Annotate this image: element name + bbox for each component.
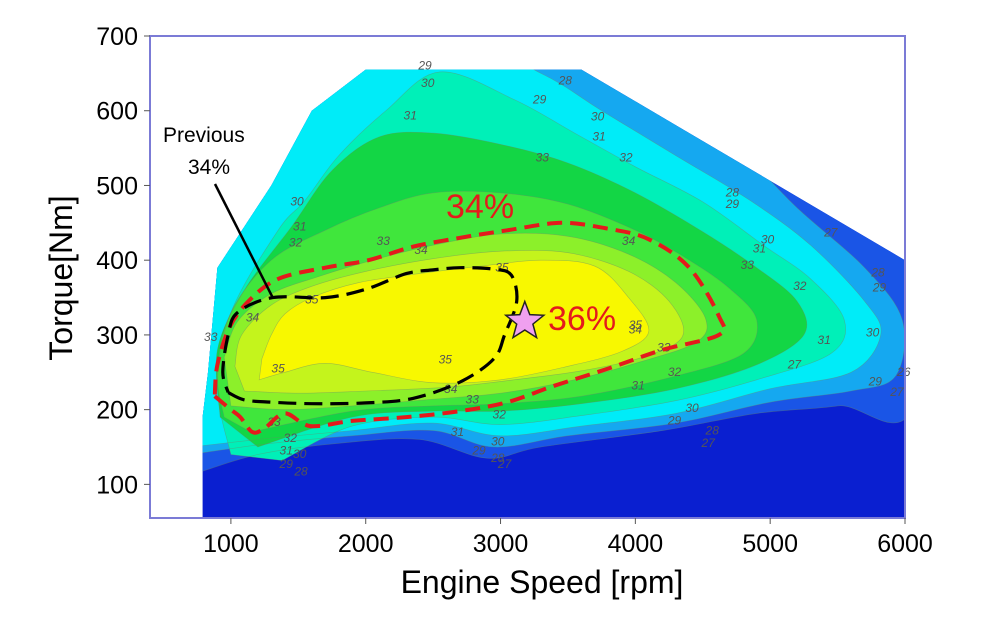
- contour-label-10: 28: [293, 464, 308, 478]
- contour-label-36: 32: [619, 151, 633, 165]
- contour-label-19: 29: [279, 457, 294, 471]
- contour-label-37: 32: [289, 236, 303, 250]
- contour-label-30: 31: [293, 219, 306, 233]
- y-axis-title: Torque[Nm]: [43, 195, 79, 360]
- contour-line-8: [234, 250, 684, 394]
- annotation-previous-line1: Previous: [163, 124, 245, 147]
- contour-label-0: 26: [896, 365, 911, 379]
- x-tick-label-4: 5000: [742, 530, 798, 558]
- contour-label-43: 33: [377, 234, 391, 248]
- x-tick-label-1: 2000: [338, 530, 394, 558]
- previous-label-leader: [213, 183, 274, 299]
- contour-label-22: 30: [290, 195, 304, 209]
- annotation-previous-line2: 34%: [188, 156, 230, 179]
- contour-line-3: [202, 69, 882, 448]
- contour-label-56: 35: [629, 318, 643, 332]
- contour-label-39: 32: [668, 365, 682, 379]
- contour-label-8: 28: [705, 423, 720, 437]
- x-axis-ticks: 1000 2000 3000 4000 5000 6000: [203, 518, 933, 558]
- contour-label-33: 31: [631, 379, 644, 393]
- contour-label-55: 35: [305, 293, 319, 307]
- contour-line-7: [223, 232, 708, 410]
- contour-label-28: 31: [404, 109, 417, 123]
- star-marker: [503, 299, 546, 340]
- contour-label-13: 29: [532, 92, 547, 106]
- contour-label-9: 28: [725, 186, 740, 200]
- contour-label-52: 34: [444, 382, 458, 396]
- contour-label-16: 29: [868, 375, 883, 389]
- y-tick-label-2: 300: [96, 322, 138, 350]
- plot-frame: [149, 35, 906, 519]
- contour-label-17: 29: [667, 414, 682, 428]
- contour-label-1: 27: [889, 385, 905, 399]
- contour-label-21: 30: [591, 109, 605, 123]
- contour-label-50: 34: [622, 234, 636, 248]
- contour-label-25: 30: [685, 401, 699, 415]
- contour-label-32: 31: [817, 333, 830, 347]
- y-tick-label-3: 400: [96, 247, 138, 275]
- contour-label-57: 35: [439, 352, 453, 366]
- contour-label-38: 32: [793, 279, 807, 293]
- contour-line-4: [217, 71, 846, 461]
- contour-label-42: 33: [536, 151, 550, 165]
- y-tick-label-6: 700: [96, 23, 138, 51]
- contour-label-15: 29: [872, 281, 887, 295]
- annotation-36-percent: 36%: [548, 300, 616, 338]
- contour-label-12: 29: [417, 59, 432, 73]
- y-tick-label-0: 100: [96, 471, 138, 499]
- contour-line-1: [202, 69, 906, 476]
- x-tick-label-2: 3000: [473, 530, 529, 558]
- contour-label-51: 34: [629, 322, 643, 336]
- y-axis-ticks: 100 200 300 400 500 600 700: [96, 23, 150, 499]
- x-axis-title: Engine Speed [rpm]: [401, 564, 684, 600]
- contour-label-27: 30: [293, 447, 307, 461]
- contour-label-14: 29: [725, 197, 740, 211]
- contour-label-29: 31: [592, 130, 605, 144]
- previous-34-contour: [221, 266, 519, 406]
- x-tick-label-3: 4000: [608, 530, 664, 558]
- contour-label-24: 30: [866, 325, 880, 339]
- contour-line-5: [215, 131, 808, 448]
- contour-label-41: 32: [284, 431, 298, 445]
- contour-label-6: 28: [558, 74, 573, 88]
- x-tick-label-0: 1000: [203, 530, 259, 558]
- contour-label-46: 33: [466, 393, 480, 407]
- contour-label-7: 28: [870, 266, 885, 280]
- contour-label-23: 30: [761, 233, 775, 247]
- contour-label-5: 27: [701, 436, 717, 450]
- contour-label-48: 33: [204, 330, 218, 344]
- annotation-34-percent: 34%: [446, 188, 514, 226]
- contour-label-2: 27: [823, 225, 839, 239]
- contour-label-20: 30: [421, 76, 435, 90]
- contour-label-44: 33: [741, 258, 755, 272]
- x-tick-label-5: 6000: [877, 530, 933, 558]
- y-tick-label-1: 200: [96, 397, 138, 425]
- contour-label-31: 31: [753, 242, 766, 256]
- contour-label-11: 28: [490, 451, 505, 465]
- y-tick-label-5: 600: [96, 98, 138, 126]
- contour-label-53: 34: [246, 311, 260, 325]
- contour-label-18: 29: [471, 444, 486, 458]
- y-tick-label-4: 500: [96, 173, 138, 201]
- contour-label-35: 31: [280, 444, 293, 458]
- contour-label-40: 32: [493, 408, 507, 422]
- contour-label-34: 31: [451, 425, 464, 439]
- contour-labels: 2627272727272828282828282929292929292929…: [204, 59, 911, 479]
- contour-label-3: 27: [787, 358, 803, 372]
- contour-label-26: 30: [491, 435, 505, 449]
- contour-label-4: 27: [497, 457, 513, 471]
- contour-label-58: 35: [271, 361, 285, 375]
